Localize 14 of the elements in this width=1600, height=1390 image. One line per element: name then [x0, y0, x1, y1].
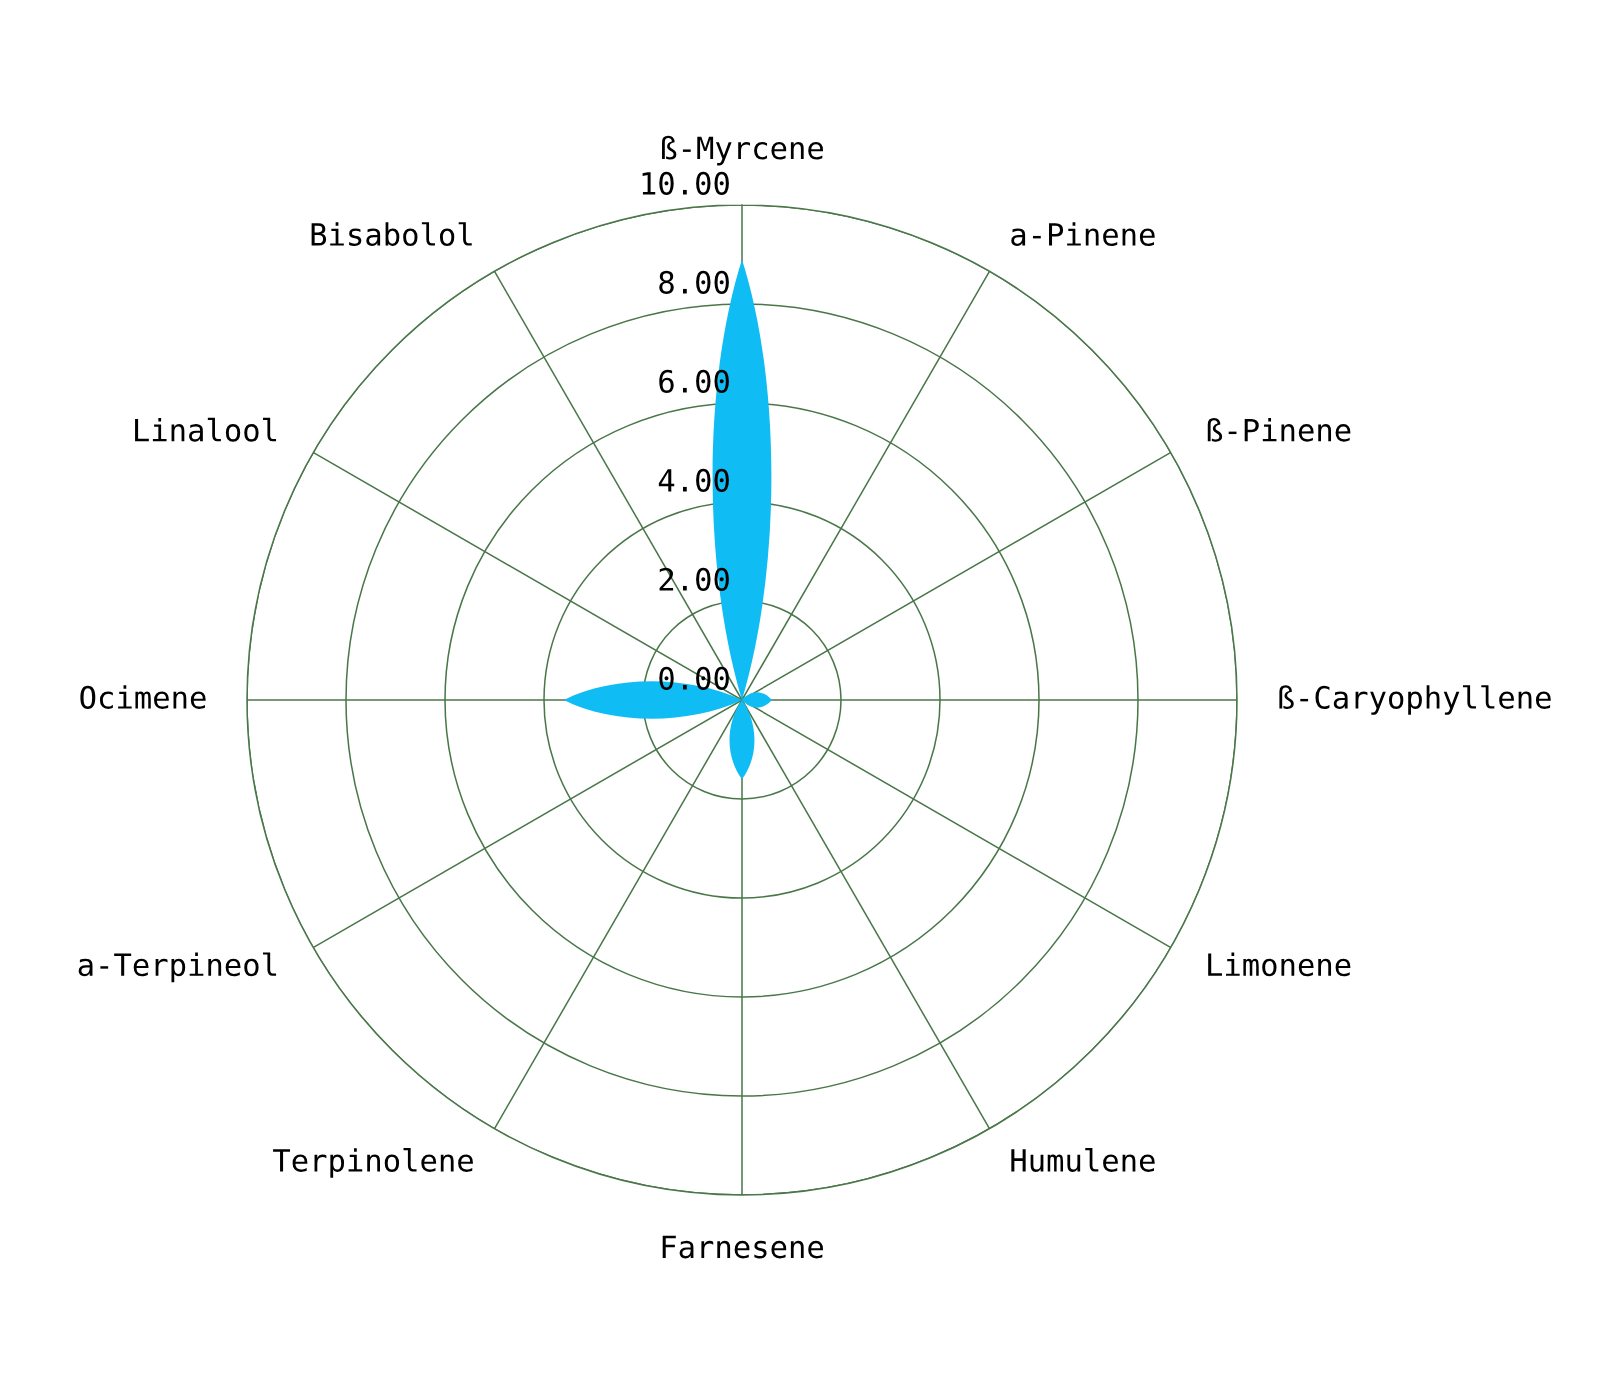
- spoke-label: ß-Myrcene: [662, 135, 823, 166]
- spoke-label: Ocimene: [80, 685, 206, 709]
- spoke-label: ß-Pinene: [1207, 418, 1351, 442]
- spoke-label: ß-Caryophyllene: [1279, 685, 1551, 715]
- y-tick-label: 10.00: [642, 171, 729, 195]
- y-tick-label: 8.00: [659, 270, 729, 294]
- spoke-label: a-Terpineol: [78, 952, 277, 983]
- spoke-label: Terpinolene: [273, 1148, 473, 1178]
- spoke-label: Farnesene: [662, 1235, 823, 1259]
- spoke-label: Humulene: [1011, 1148, 1155, 1172]
- spoke-label: Bisabolol: [311, 222, 472, 246]
- spoke-label: Limonene: [1208, 952, 1351, 977]
- spoke-label: Linalool: [135, 417, 277, 442]
- spoke-label: a-Pinene: [1011, 222, 1155, 246]
